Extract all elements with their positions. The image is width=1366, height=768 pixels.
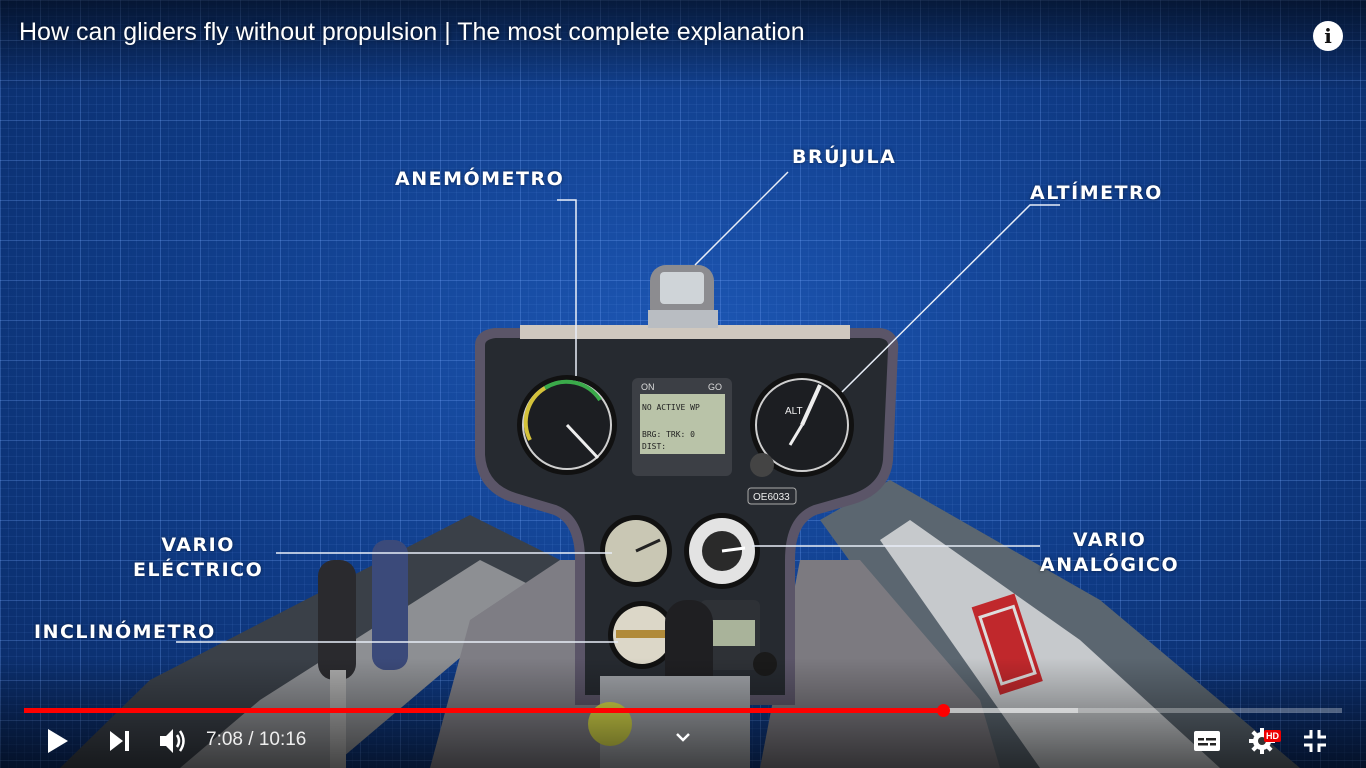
svg-text:ON: ON — [641, 382, 655, 392]
progress-scrubber[interactable] — [936, 704, 950, 717]
svg-text:NO ACTIVE WP: NO ACTIVE WP — [642, 403, 700, 412]
exit-fullscreen-icon[interactable] — [1302, 728, 1328, 754]
svg-text:BRG: TRK: 0: BRG: TRK: 0 — [642, 430, 695, 439]
current-time: 7:08 — [206, 729, 243, 750]
electric-vario-gauge — [600, 515, 672, 587]
label-anemometro: ANEMÓMETRO — [395, 168, 565, 190]
subtitles-icon[interactable] — [1193, 729, 1221, 753]
play-icon[interactable] — [46, 728, 70, 754]
svg-text:DIST:: DIST: — [642, 442, 666, 451]
info-icon[interactable]: i — [1313, 21, 1343, 51]
top-gradient — [0, 0, 1366, 90]
chevron-down-icon[interactable] — [674, 728, 692, 746]
analog-vario-gauge — [684, 513, 760, 589]
next-icon[interactable] — [109, 730, 131, 752]
inclinometer-gauge — [608, 601, 676, 669]
hd-badge: HD — [1264, 730, 1281, 742]
lever-black — [318, 560, 356, 680]
compass — [648, 265, 718, 328]
label-inclinometro: INCLINÓMETRO — [34, 621, 216, 643]
airspeed-gauge — [517, 375, 617, 475]
progress-played — [24, 708, 943, 713]
volume-icon[interactable] — [158, 726, 188, 756]
label-vario-analogico-line2: ANALÓGICO — [1040, 554, 1180, 576]
time-separator: / — [242, 729, 259, 750]
svg-text:OE6033: OE6033 — [753, 492, 790, 503]
label-vario-analogico-line1: VARIO — [1072, 529, 1147, 551]
time-display: 7:08 / 10:16 — [206, 729, 306, 751]
bottom-gradient — [0, 658, 1366, 768]
video-title[interactable]: How can gliders fly without propulsion |… — [19, 18, 805, 46]
altimeter-gauge: ALT — [750, 373, 854, 477]
label-vario-electrico-line2: ELÉCTRICO — [133, 559, 264, 581]
gps-unit: ON GO NO ACTIVE WP BRG: TRK: 0 DIST: — [632, 378, 732, 476]
progress-bar[interactable] — [24, 704, 1342, 717]
label-vario-electrico: VARIO ELÉCTRICO — [133, 533, 263, 583]
lever-blue — [372, 540, 408, 670]
label-vario-analogico: VARIO ANALÓGICO — [1040, 528, 1179, 578]
label-vario-electrico-line1: VARIO — [161, 534, 235, 556]
registration-plate — [747, 487, 797, 505]
label-altimetro: ALTÍMETRO — [1030, 182, 1163, 204]
svg-text:GO: GO — [708, 382, 722, 392]
svg-text:ALT: ALT — [785, 406, 803, 417]
duration: 10:16 — [258, 729, 307, 750]
label-brujula: BRÚJULA — [792, 146, 897, 168]
